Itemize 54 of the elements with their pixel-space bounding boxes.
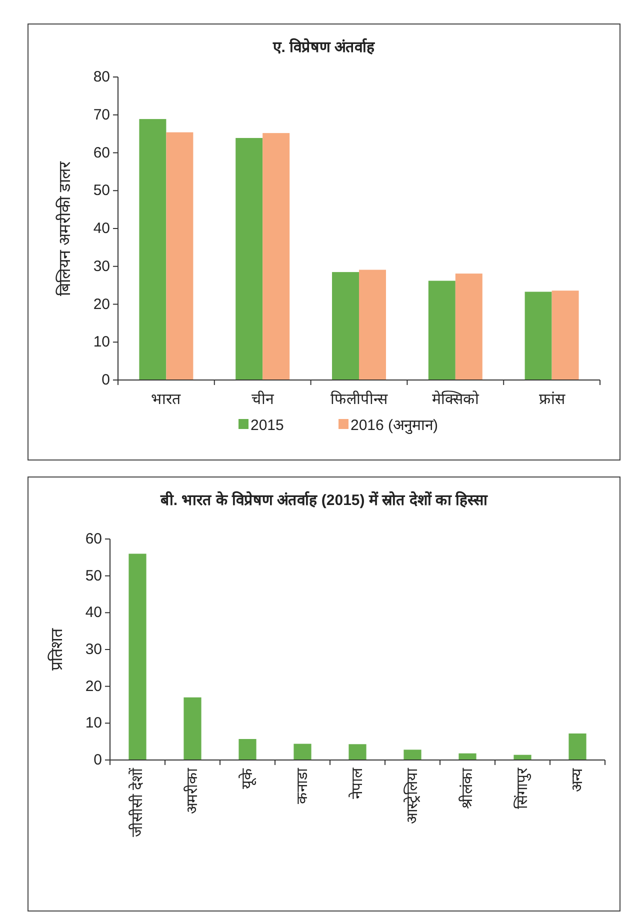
x-tick-label: अमरीका (183, 767, 201, 814)
x-tick-label: नेपाल (348, 767, 366, 799)
x-tick-label: जीसीसी देशों (128, 767, 146, 838)
x-tick-label: मेक्सिको (432, 390, 480, 408)
y-tick-label: 30 (93, 258, 110, 275)
bar (139, 119, 166, 380)
x-tick-label: फ्रांस (538, 391, 566, 408)
bar (238, 739, 256, 760)
y-tick-label: 50 (93, 182, 110, 200)
y-tick-label: 20 (93, 296, 110, 313)
chart-title: बी. भारत के विप्रेषण अंतर्वाह (2015) में स्रोत देशों का हिस्सा (159, 491, 489, 509)
bar (359, 270, 386, 380)
x-tick-label: श्रीलंका (458, 767, 476, 809)
x-tick-label: फिलीपीन्स (330, 390, 388, 408)
bar (128, 554, 146, 760)
bar (348, 744, 366, 760)
y-axis-title: बिलियन अमरीकी डालर (55, 161, 74, 296)
bar (184, 697, 202, 760)
x-tick-label: आस्ट्रेलिया (403, 767, 421, 824)
bar (166, 132, 194, 380)
bar (568, 733, 586, 760)
bar (262, 133, 290, 380)
bar (458, 753, 476, 760)
x-tick-label: अन्य (569, 768, 586, 792)
y-tick-label: 10 (85, 714, 102, 732)
bar (404, 750, 422, 760)
y-tick-label: 60 (93, 144, 110, 162)
bar (332, 272, 359, 380)
x-tick-label: यूके (238, 768, 257, 789)
y-tick-label: 40 (93, 220, 110, 237)
x-tick-label: कनाडा (294, 767, 311, 804)
y-tick-label: 30 (85, 641, 102, 658)
y-tick-label: 60 (85, 530, 102, 548)
bar (455, 274, 482, 380)
bar (236, 138, 263, 380)
bar (552, 290, 579, 380)
y-tick-label: 0 (94, 752, 102, 768)
x-tick-label: सिंगापुर (513, 767, 532, 809)
bar (294, 744, 312, 760)
y-tick-label: 70 (93, 106, 110, 124)
bar (524, 292, 552, 380)
y-axis-title: प्रतिशत (47, 628, 66, 670)
y-tick-label: 40 (85, 604, 102, 622)
y-tick-label: 0 (102, 372, 110, 388)
x-tick-label: भारत (151, 391, 182, 408)
bar (428, 280, 456, 380)
legend-label: 2015 (250, 417, 284, 434)
x-tick-label: चीन (252, 390, 275, 408)
y-tick-label: 10 (93, 334, 110, 351)
legend-label: 2016 (अनुमान) (350, 417, 438, 435)
y-tick-label: 20 (85, 678, 102, 695)
y-tick-label: 80 (93, 68, 110, 86)
y-tick-label: 50 (85, 567, 102, 584)
chart-title: ए. विप्रेषण अंतर्वाह (272, 38, 376, 56)
